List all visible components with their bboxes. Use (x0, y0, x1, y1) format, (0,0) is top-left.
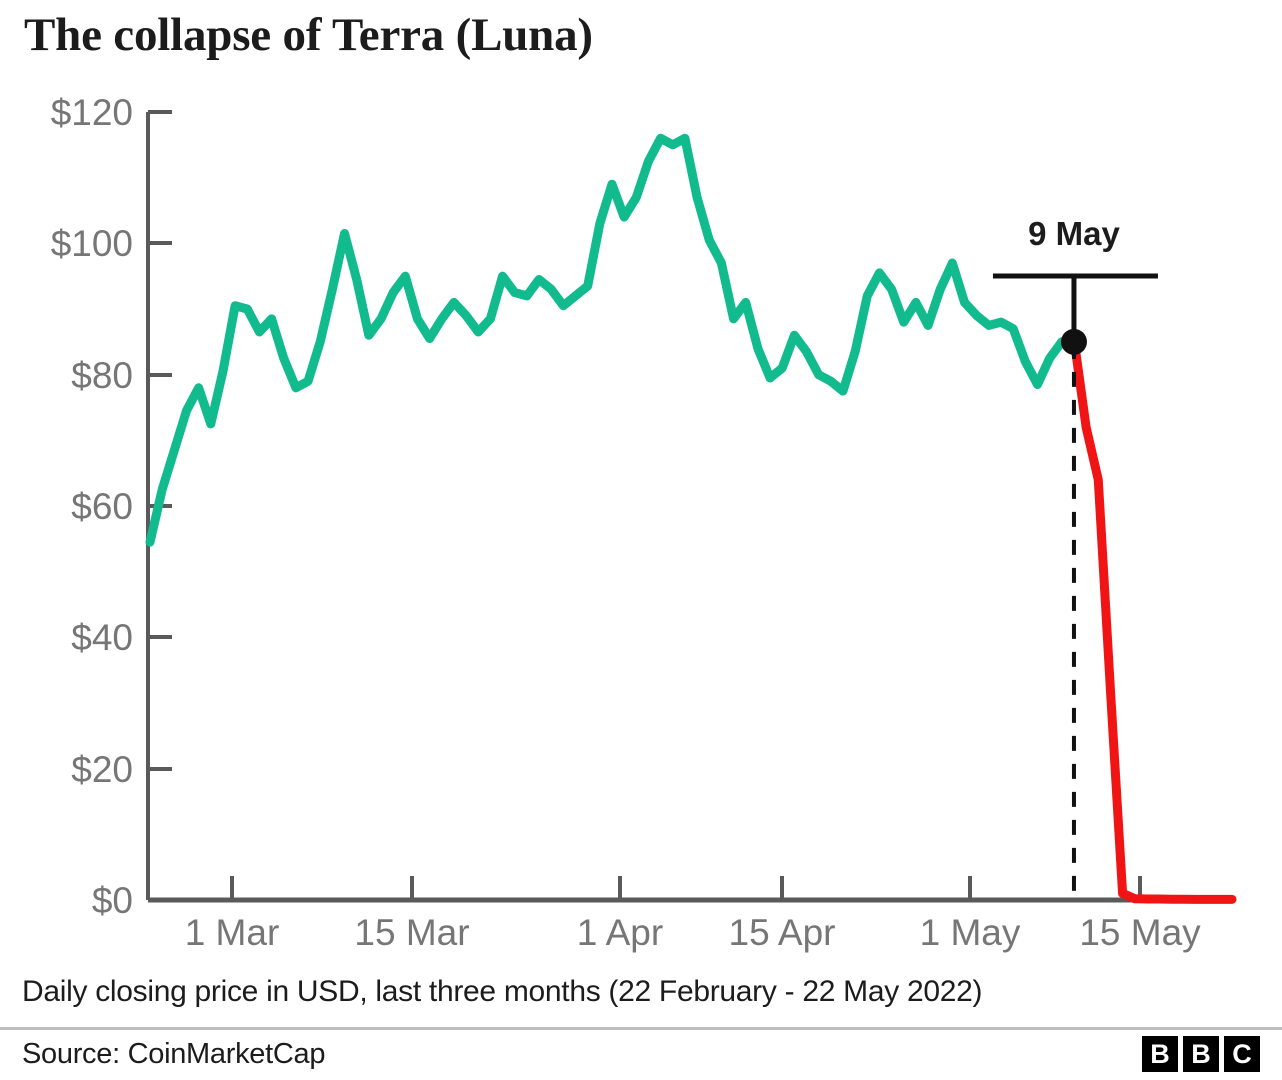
y-tick-label-120: $120 (51, 92, 133, 133)
y-tick-label-20: $20 (71, 749, 133, 790)
x-tick-label-1-may: 1 May (920, 912, 1021, 953)
x-tick-label-1-mar: 1 Mar (185, 912, 280, 953)
x-tick-label-15-may: 15 May (1079, 912, 1201, 953)
source-attribution: Source: CoinMarketCap (22, 1038, 326, 1070)
footer-divider (0, 1027, 1282, 1030)
x-tick-label-15-mar: 15 Mar (354, 912, 469, 953)
bbc-logo-block-1: B (1142, 1036, 1178, 1072)
bbc-logo-block-2: B (1183, 1036, 1219, 1072)
y-tick-label-60: $60 (71, 486, 133, 527)
x-axis-ticks (230, 876, 1142, 900)
annotation-label: 9 May (1028, 215, 1120, 252)
y-tick-label-0: $0 (92, 880, 133, 921)
line-chart-svg: $120 $100 $80 $60 $40 $20 $0 1 Mar 15 Ma… (51, 92, 1237, 953)
annotation-9-may: 9 May (992, 215, 1158, 900)
chart-subtitle: Daily closing price in USD, last three m… (22, 975, 983, 1008)
price-line-collapse (1069, 334, 1237, 904)
x-tick-label-1-apr: 1 Apr (577, 912, 663, 953)
bbc-logo: B B C (1142, 1036, 1260, 1072)
chart-plot-area: $120 $100 $80 $60 $40 $20 $0 1 Mar 15 Ma… (0, 90, 1282, 965)
price-line-before-collapse (145, 133, 1079, 547)
x-tick-label-15-apr: 15 Apr (729, 912, 836, 953)
y-tick-label-40: $40 (71, 617, 133, 658)
annotation-marker-dot (1060, 328, 1087, 355)
page-title: The collapse of Terra (Luna) (24, 9, 593, 61)
bbc-logo-block-3: C (1224, 1036, 1260, 1072)
y-tick-label-80: $80 (71, 355, 133, 396)
y-tick-label-100: $100 (51, 223, 133, 264)
